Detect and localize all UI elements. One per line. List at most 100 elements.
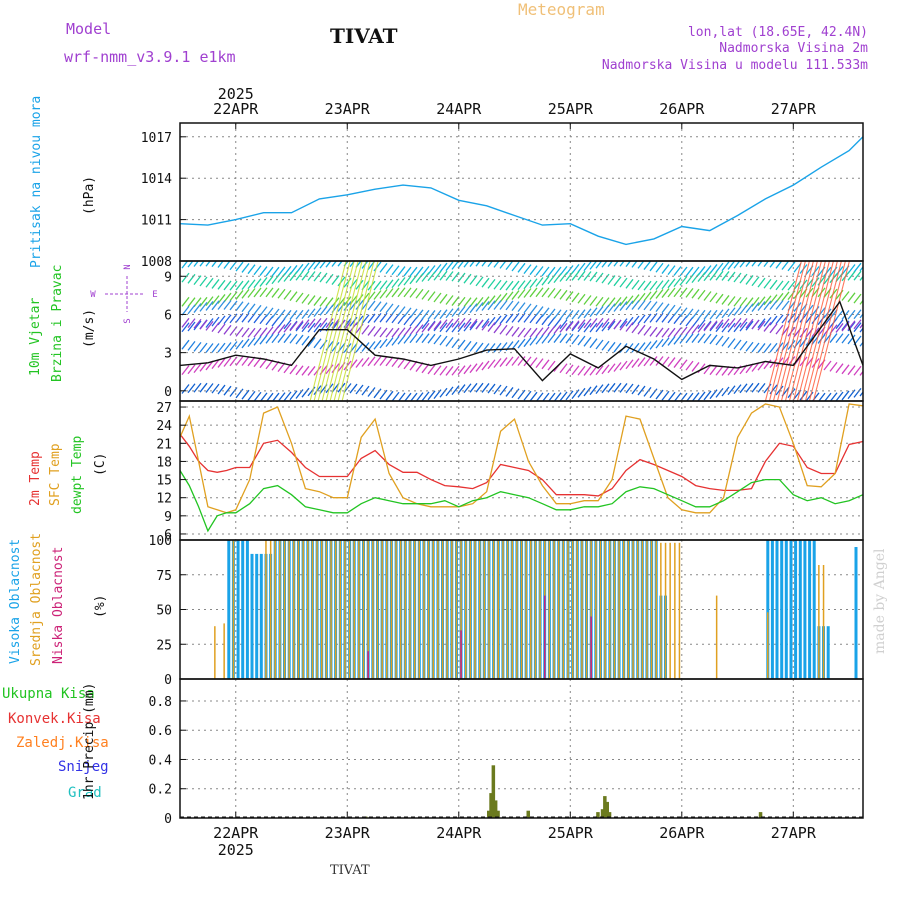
wind-barb <box>661 337 670 348</box>
wind-barb <box>313 322 322 333</box>
wind-barb <box>373 326 382 337</box>
precip-tick-label: 0.6 <box>149 724 172 739</box>
wind-barb <box>625 295 634 306</box>
wind-barb <box>475 362 484 372</box>
legend-snow: Snijeg <box>58 759 109 775</box>
wind-barb <box>523 390 532 401</box>
wind-barb <box>253 265 262 276</box>
cloud-mid-bar <box>423 540 425 679</box>
wind-barb <box>487 322 496 332</box>
wind-barb <box>451 317 460 328</box>
wind-barb <box>487 295 496 306</box>
wind-barb <box>475 296 484 307</box>
wind-barb <box>301 387 310 398</box>
panel-frame <box>179 678 864 819</box>
wind-barb <box>553 392 562 401</box>
cloud-mid-bar <box>269 540 272 679</box>
wind-barb <box>283 309 292 320</box>
wind-barb <box>535 334 544 345</box>
wind-barb <box>511 339 520 350</box>
model-elevation-info: Nadmorska Visina u modelu 111.533m <box>601 58 868 73</box>
wind-barb <box>391 391 400 401</box>
wind-barb <box>241 338 250 349</box>
wind-barb <box>631 279 640 290</box>
cloud-mid-bar <box>516 540 518 679</box>
cloud-mid-bar <box>585 540 588 679</box>
wind-barb <box>523 264 532 274</box>
wind-barb <box>631 384 640 395</box>
wind-barb <box>433 292 442 303</box>
wind-barb <box>199 319 208 330</box>
wind-barb <box>205 261 211 267</box>
wind-barb <box>517 327 526 338</box>
wind-barb <box>415 318 424 328</box>
wind-barb <box>715 270 724 281</box>
cloud-mid-bar <box>223 623 225 679</box>
wind-barb <box>589 296 598 306</box>
wind-barb <box>223 292 232 303</box>
wind-barb <box>631 323 640 334</box>
cloud-mid-bar <box>595 540 597 679</box>
wind-barb <box>409 333 418 344</box>
wind-barb <box>301 293 310 304</box>
wind-barb <box>451 338 460 349</box>
wind-barb <box>631 342 640 353</box>
wind-barb <box>577 387 586 398</box>
wind-barb <box>511 388 520 399</box>
wind-barb <box>199 342 208 353</box>
wind-barb <box>211 322 220 333</box>
cloud-tick-label: 0 <box>164 673 172 688</box>
cloud-mid-bar <box>530 540 532 679</box>
cloud-mid-bar <box>678 542 681 679</box>
temp-tick-label: 27 <box>156 401 172 416</box>
cloud-mid-bar <box>506 540 509 679</box>
wind-barb <box>415 266 424 277</box>
wind-barb <box>223 300 232 310</box>
wind-barb <box>427 333 436 344</box>
wind-barb <box>475 276 484 287</box>
wind-barb <box>691 273 700 284</box>
wind-barb <box>607 261 614 267</box>
wind-barb <box>709 292 718 303</box>
wind-barb <box>739 304 748 315</box>
wind-barb <box>397 306 406 316</box>
wind-barb <box>277 324 286 334</box>
wind-barb <box>463 297 472 308</box>
wind-barb <box>265 333 274 344</box>
wind-barb <box>643 341 652 352</box>
wind-barb <box>253 335 262 346</box>
wind-barb <box>745 382 754 393</box>
cloud-mid-bar <box>488 540 490 679</box>
wind-barb <box>205 296 214 307</box>
wind-barb <box>445 386 454 397</box>
wind-barb <box>385 390 394 401</box>
wind-barb <box>403 359 412 370</box>
wind-barb <box>373 301 382 312</box>
cloud-mid-bar <box>581 540 583 679</box>
wind-barb <box>547 308 556 319</box>
wind-barb <box>391 278 400 289</box>
wind-barb <box>661 279 670 290</box>
top-date-label: 23APR <box>325 100 371 118</box>
wind-barb <box>751 319 760 330</box>
wind-barb <box>385 288 394 298</box>
wind-barb <box>679 275 688 286</box>
wind-barb <box>391 357 400 368</box>
wind-barb <box>463 318 472 328</box>
pressure-tick-label: 1008 <box>141 255 172 270</box>
wind-barb <box>229 291 238 302</box>
wind-barb <box>397 266 406 276</box>
wind-barb <box>217 300 226 310</box>
cloud-high-bar <box>236 540 240 679</box>
wind-barb <box>199 382 208 393</box>
wind-barb <box>223 280 232 291</box>
wind-barb <box>595 272 604 283</box>
wind-barb <box>595 296 604 307</box>
wind-barb <box>259 266 268 276</box>
wind-barb <box>295 334 304 345</box>
cloud-mid-bar <box>641 540 644 679</box>
wind-barb <box>493 315 502 326</box>
wind-barb <box>271 325 280 336</box>
wind-barb <box>703 320 712 331</box>
